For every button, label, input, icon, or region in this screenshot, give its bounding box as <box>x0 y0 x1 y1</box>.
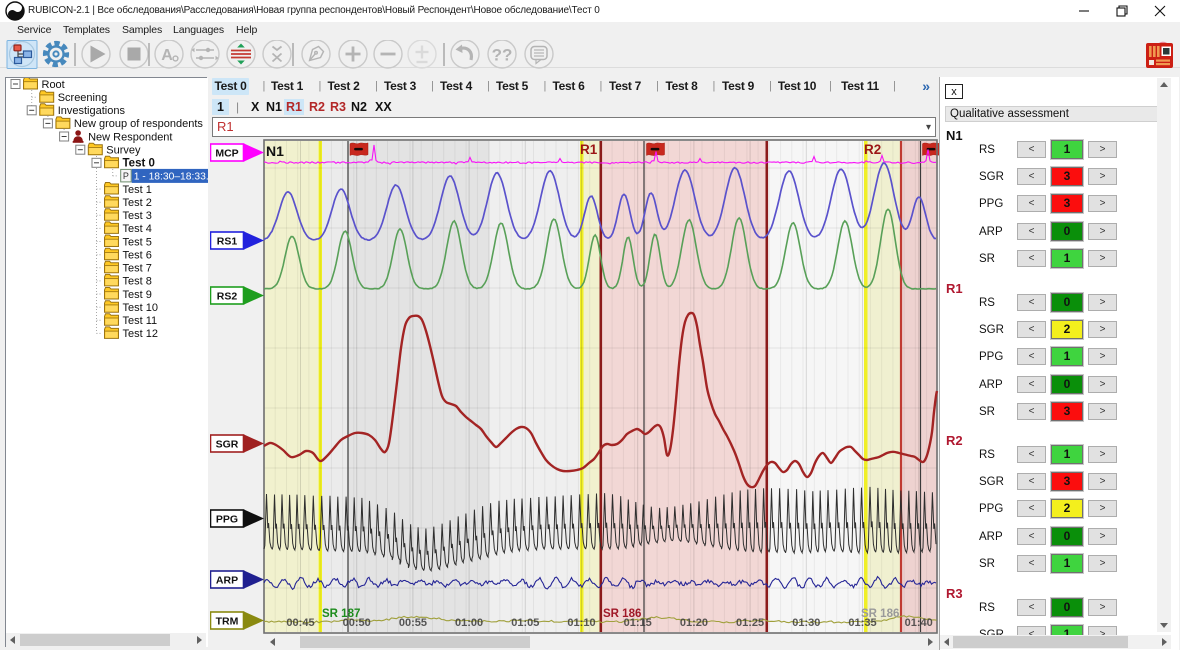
svg-text:R1: R1 <box>580 142 598 157</box>
svg-text:01:00: 01:00 <box>455 617 483 629</box>
svg-text:??: ?? <box>492 46 513 65</box>
svg-text:Test 0: Test 0 <box>123 158 155 170</box>
svg-text:00:55: 00:55 <box>399 617 427 629</box>
svg-text:SR 186: SR 186 <box>861 608 899 620</box>
svg-text:Test 8: Test 8 <box>123 276 152 288</box>
svg-text:New group of respondents: New group of respondents <box>74 118 204 130</box>
svg-text:01:40: 01:40 <box>905 617 933 629</box>
svg-text:01:10: 01:10 <box>567 617 595 629</box>
svg-text:New Respondent: New Respondent <box>88 131 172 143</box>
svg-text:Root: Root <box>42 79 65 91</box>
svg-text:01:20: 01:20 <box>680 617 708 629</box>
svg-text:1 - 18:30–18:33.20: 1 - 18:30–18:33.20 <box>134 172 208 183</box>
svg-text:SGR: SGR <box>216 439 239 451</box>
svg-text:Screening: Screening <box>58 92 108 104</box>
svg-text:MCP: MCP <box>215 148 238 160</box>
svg-text:Test 7: Test 7 <box>123 263 152 275</box>
svg-text:Test 12: Test 12 <box>123 328 158 340</box>
svg-text:Test 4: Test 4 <box>123 223 152 235</box>
svg-text:Test 9: Test 9 <box>123 289 152 301</box>
svg-text:00:45: 00:45 <box>286 617 314 629</box>
svg-text:RS2: RS2 <box>217 291 238 303</box>
svg-text:01:30: 01:30 <box>792 617 820 629</box>
svg-text:01:15: 01:15 <box>624 617 652 629</box>
svg-text:SR 186: SR 186 <box>603 608 641 620</box>
svg-text:Test 2: Test 2 <box>123 197 152 209</box>
svg-text:Test 5: Test 5 <box>123 236 152 248</box>
svg-text:Test 1: Test 1 <box>123 184 152 196</box>
svg-text:Test 10: Test 10 <box>123 302 158 314</box>
svg-text:01:05: 01:05 <box>511 617 539 629</box>
svg-text:Test 11: Test 11 <box>123 315 158 327</box>
svg-text:ARP: ARP <box>216 575 238 587</box>
svg-text:Test 6: Test 6 <box>123 250 152 262</box>
svg-text:00:50: 00:50 <box>343 617 371 629</box>
svg-text:A: A <box>161 47 173 64</box>
svg-text:SR 187: SR 187 <box>322 608 360 620</box>
svg-text:01:25: 01:25 <box>736 617 764 629</box>
svg-text:01:35: 01:35 <box>848 617 876 629</box>
svg-text:Survey: Survey <box>106 145 141 157</box>
svg-text:P: P <box>123 171 129 181</box>
svg-text:R2: R2 <box>864 142 881 157</box>
svg-text:RS1: RS1 <box>217 236 238 248</box>
svg-text:N1: N1 <box>266 143 284 159</box>
svg-text:Test 3: Test 3 <box>123 210 152 222</box>
svg-text:PPG: PPG <box>216 514 238 526</box>
svg-text:TRM: TRM <box>216 616 239 628</box>
svg-text:Investigations: Investigations <box>58 105 126 117</box>
